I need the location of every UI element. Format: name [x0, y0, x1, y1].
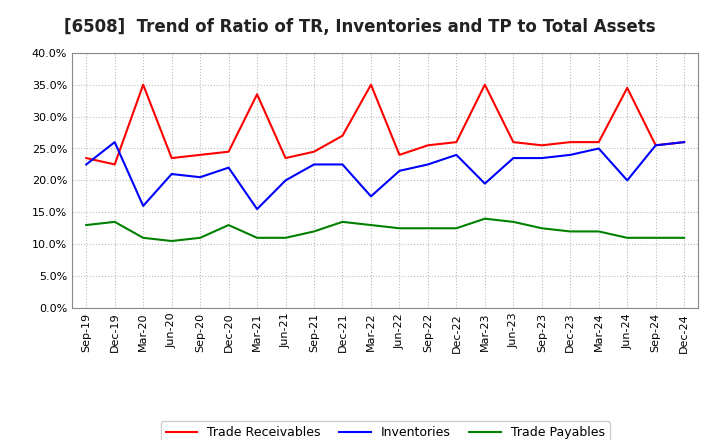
Trade Receivables	[253, 92, 261, 97]
Trade Payables	[366, 222, 375, 228]
Trade Receivables	[338, 133, 347, 138]
Trade Receivables	[537, 143, 546, 148]
Trade Payables	[623, 235, 631, 240]
Inventories	[82, 162, 91, 167]
Trade Receivables	[82, 155, 91, 161]
Trade Receivables	[452, 139, 461, 145]
Line: Trade Payables: Trade Payables	[86, 219, 684, 241]
Trade Receivables	[196, 152, 204, 158]
Trade Receivables	[623, 85, 631, 91]
Inventories	[395, 168, 404, 173]
Inventories	[566, 152, 575, 158]
Trade Payables	[82, 222, 91, 228]
Inventories	[680, 139, 688, 145]
Trade Receivables	[167, 155, 176, 161]
Trade Receivables	[480, 82, 489, 87]
Inventories	[310, 162, 318, 167]
Inventories	[253, 206, 261, 212]
Inventories	[595, 146, 603, 151]
Trade Receivables	[366, 82, 375, 87]
Inventories	[338, 162, 347, 167]
Inventories	[196, 175, 204, 180]
Trade Receivables	[310, 149, 318, 154]
Trade Payables	[509, 219, 518, 224]
Trade Payables	[196, 235, 204, 240]
Trade Receivables	[282, 155, 290, 161]
Inventories	[452, 152, 461, 158]
Trade Payables	[253, 235, 261, 240]
Trade Receivables	[110, 162, 119, 167]
Trade Receivables	[566, 139, 575, 145]
Trade Receivables	[423, 143, 432, 148]
Trade Receivables	[139, 82, 148, 87]
Trade Payables	[452, 226, 461, 231]
Trade Payables	[310, 229, 318, 234]
Trade Receivables	[225, 149, 233, 154]
Inventories	[139, 203, 148, 209]
Trade Payables	[652, 235, 660, 240]
Trade Payables	[282, 235, 290, 240]
Text: [6508]  Trend of Ratio of TR, Inventories and TP to Total Assets: [6508] Trend of Ratio of TR, Inventories…	[64, 18, 656, 36]
Inventories	[652, 143, 660, 148]
Inventories	[423, 162, 432, 167]
Trade Receivables	[595, 139, 603, 145]
Trade Payables	[167, 238, 176, 244]
Trade Payables	[566, 229, 575, 234]
Trade Payables	[595, 229, 603, 234]
Trade Payables	[139, 235, 148, 240]
Inventories	[282, 178, 290, 183]
Trade Payables	[537, 226, 546, 231]
Trade Receivables	[652, 143, 660, 148]
Trade Payables	[423, 226, 432, 231]
Trade Payables	[395, 226, 404, 231]
Line: Inventories: Inventories	[86, 142, 684, 209]
Trade Payables	[480, 216, 489, 221]
Inventories	[537, 155, 546, 161]
Inventories	[509, 155, 518, 161]
Trade Receivables	[680, 139, 688, 145]
Inventories	[366, 194, 375, 199]
Trade Receivables	[395, 152, 404, 158]
Trade Payables	[225, 222, 233, 228]
Legend: Trade Receivables, Inventories, Trade Payables: Trade Receivables, Inventories, Trade Pa…	[161, 422, 610, 440]
Inventories	[167, 171, 176, 176]
Inventories	[110, 139, 119, 145]
Trade Receivables	[509, 139, 518, 145]
Inventories	[225, 165, 233, 170]
Trade Payables	[680, 235, 688, 240]
Inventories	[623, 178, 631, 183]
Line: Trade Receivables: Trade Receivables	[86, 84, 684, 165]
Inventories	[480, 181, 489, 186]
Trade Payables	[338, 219, 347, 224]
Trade Payables	[110, 219, 119, 224]
